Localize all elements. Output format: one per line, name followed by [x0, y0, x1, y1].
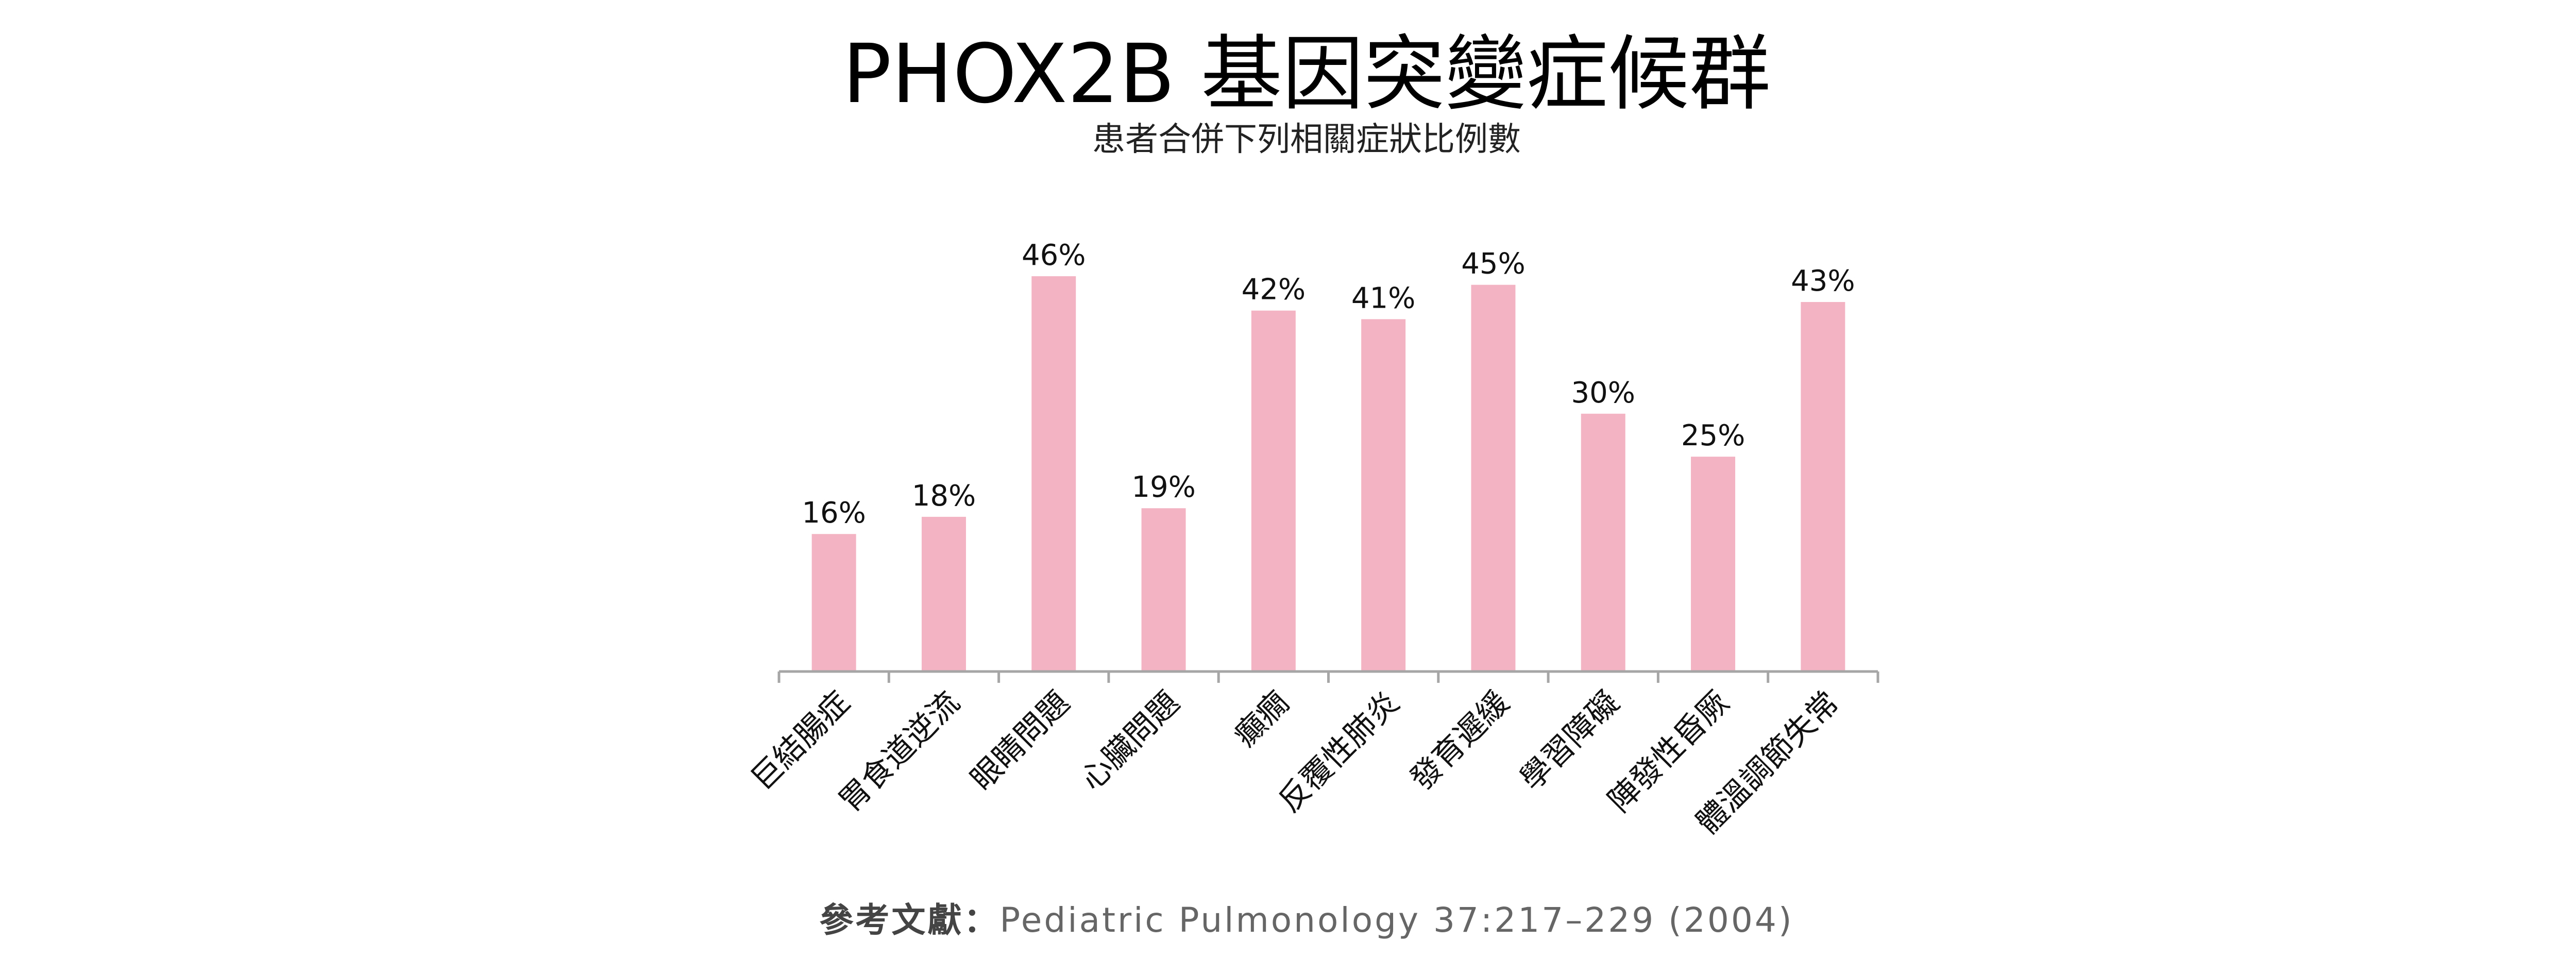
x-tick-label: 眼睛問題: [964, 684, 1077, 797]
data-label: 16%: [802, 496, 866, 530]
bar: [921, 516, 966, 671]
bar: [811, 534, 856, 671]
bar: [1801, 302, 1845, 671]
bar: [1251, 310, 1296, 671]
reference-citation: 參考文獻：Pediatric Pulmonology 37:217–229 (2…: [819, 900, 1793, 940]
x-tick-label: 胃食道逆流: [832, 684, 967, 819]
bars-group: [811, 276, 1845, 671]
data-labels-group: 16% 18% 46% 19% 42% 41% 45% 30% 25% 43%: [802, 239, 1855, 530]
reference-text: Pediatric Pulmonology 37:217–229 (2004): [999, 900, 1793, 940]
data-label: 25%: [1681, 419, 1745, 452]
x-tick-label: 學習障礙: [1513, 684, 1626, 797]
bar: [1361, 319, 1406, 671]
reference-prefix: 參考文獻：: [819, 900, 999, 940]
data-label: 43%: [1791, 264, 1855, 298]
data-label: 19%: [1131, 471, 1195, 504]
bar: [1471, 284, 1516, 671]
bar: [1031, 276, 1076, 671]
data-label: 18%: [912, 479, 976, 513]
x-axis: [777, 670, 1879, 683]
x-tick-label: 反覆性肺炎: [1272, 684, 1406, 819]
bar: [1691, 457, 1736, 671]
data-label: 46%: [1022, 239, 1086, 272]
x-tick-label: 發育遲緩: [1403, 684, 1516, 797]
plot-area: 16% 18% 46% 19% 42% 41% 45% 30% 25% 43% 巨結腸症胃食道逆流…: [744, 239, 1879, 841]
x-tick-label: 巨結腸症: [744, 684, 857, 797]
chart-title: PHOX2B 基因突變症候群: [842, 27, 1771, 122]
data-label: 42%: [1242, 273, 1306, 307]
data-label: 41%: [1351, 281, 1415, 315]
x-tick-label: 癲癇: [1227, 684, 1296, 753]
data-label: 30%: [1571, 376, 1635, 410]
bar: [1581, 413, 1625, 671]
x-tick-label: 心臟問題: [1074, 684, 1187, 797]
data-label: 45%: [1461, 247, 1525, 281]
bar: [1141, 508, 1186, 671]
chart-subtitle: 患者合併下列相關症狀比例數: [1092, 121, 1521, 159]
